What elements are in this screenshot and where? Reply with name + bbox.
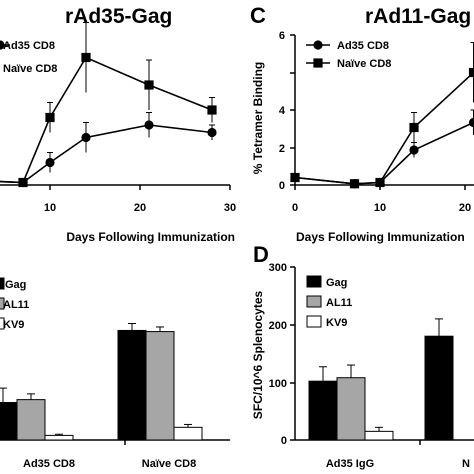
legend-label: KV9 [326, 317, 347, 329]
legend-label: KV9 [3, 319, 24, 331]
data-point [468, 117, 474, 128]
bar-chart-left: Ad35 CD8 Naïve CD8 Gag AL11 KV9 [0, 277, 230, 470]
panel-c-letter: C [250, 3, 266, 28]
data-point [290, 172, 300, 183]
legend-label: Gag [5, 279, 26, 291]
line-chart-rad11: 0 2 4 6 0 10 20 Days Following Immunizat… [251, 30, 474, 244]
x-tick-label: 0 [292, 202, 298, 214]
panel-d-letter: D [253, 242, 269, 267]
legend-label: Gag [326, 277, 347, 289]
legend-swatch [0, 277, 5, 290]
bar [364, 430, 394, 441]
data-point [81, 132, 91, 143]
bar [16, 399, 46, 441]
y-tick-label: 2 [279, 143, 285, 155]
legend-swatch [306, 275, 322, 288]
legend-swatch [306, 295, 322, 308]
x-axis-label: Days Following Immunization [296, 230, 465, 244]
line-chart-rad35: 10 20 30 Days Following Immunization Ad3… [0, 22, 236, 244]
data-point [207, 127, 217, 138]
legend: Gag AL11 KV9 [306, 275, 352, 329]
legend: Ad35 CD8 Naïve CD8 [306, 40, 391, 70]
y-tick-label: 0 [279, 180, 285, 192]
bar [117, 329, 147, 441]
data-point [207, 105, 217, 115]
legend-label: Naïve CD8 [337, 58, 391, 70]
y-axis-label: % Tetramer Binding [251, 62, 265, 174]
category-label: N [462, 458, 470, 470]
legend: Gag AL11 KV9 [0, 277, 29, 331]
bar [308, 380, 338, 441]
x-tick-label: 20 [134, 202, 146, 214]
data-point [409, 122, 419, 133]
bar [424, 335, 454, 441]
y-tick-label: 200 [269, 320, 287, 332]
data-point [468, 67, 474, 78]
legend-label: Ad35 CD8 [3, 40, 55, 52]
bar [44, 434, 74, 441]
plot-area [0, 323, 203, 441]
data-point [45, 112, 55, 123]
bar [173, 426, 203, 441]
plot-area [0, 22, 217, 188]
x-tick-label: 30 [224, 202, 236, 214]
category-label: Ad35 CD8 [23, 458, 75, 470]
bar [145, 331, 175, 441]
data-point [349, 179, 360, 189]
y-tick-label: 0 [281, 435, 287, 447]
data-point [45, 157, 55, 168]
data-point [313, 58, 323, 68]
y-tick-label: 300 [269, 262, 287, 274]
y-tick-label: 100 [269, 378, 287, 390]
data-point [81, 52, 91, 63]
category-label: Naïve CD8 [142, 458, 196, 470]
data-point [144, 120, 154, 130]
series-line [294, 71, 474, 185]
category-label: Ad35 IgG [326, 458, 374, 470]
x-tick-label: 20 [459, 202, 471, 214]
x-tick-label: 10 [44, 202, 56, 214]
series-line [0, 124, 213, 184]
data-point [313, 40, 323, 50]
bar-chart-right: 0 100 200 300 SFC/10^6 Splenocytes Ad35 … [251, 262, 474, 470]
legend: Ad35 CD8 Naïve CD8 [0, 40, 57, 75]
y-tick-label: 6 [279, 30, 285, 42]
y-axis-label: SFC/10^6 Splenocytes [251, 290, 265, 419]
data-point [409, 145, 419, 155]
legend-swatch [306, 315, 322, 328]
legend-label: AL11 [3, 299, 29, 311]
legend-label: Naïve CD8 [3, 63, 57, 75]
legend-swatch [0, 297, 5, 310]
series-line [0, 56, 213, 184]
legend-swatch [0, 317, 5, 330]
bar [0, 402, 18, 441]
legend-label: Ad35 CD8 [337, 40, 389, 52]
y-tick-label: 4 [279, 105, 286, 117]
bar [336, 377, 366, 441]
x-tick-label: 10 [374, 202, 386, 214]
legend-label: AL11 [326, 297, 352, 309]
panel-a-title: rAd35-Gag [65, 5, 172, 28]
data-point [0, 40, 5, 50]
data-point [18, 177, 28, 188]
plot-area [308, 318, 454, 441]
panel-c-title: rAd11-Gag [365, 5, 471, 28]
data-point [144, 80, 154, 90]
data-point [375, 177, 385, 188]
x-axis-label: Days Following Immunization [66, 230, 235, 244]
